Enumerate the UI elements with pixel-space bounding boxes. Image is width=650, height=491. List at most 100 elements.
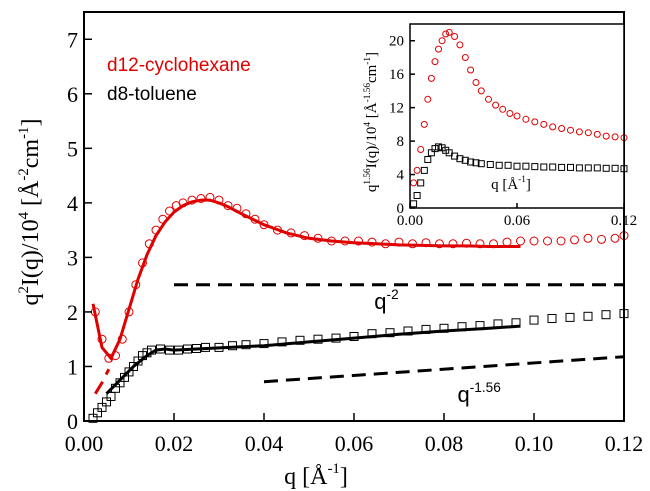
inset-y-axis-label: q1.56I(q)/104 [Å-1.56cm-1] (363, 52, 380, 192)
main-x-tick-label: 0.12 (605, 431, 644, 456)
main-y-tick-label: 6 (67, 82, 78, 107)
inset-point-square (504, 161, 512, 169)
inset-point-circle (461, 54, 469, 61)
main-series-6 (263, 355, 625, 384)
main-point-circle (610, 233, 620, 243)
inset-point-square (602, 164, 610, 172)
main-fit-line-2 (91, 198, 521, 362)
main-point-circle (529, 236, 539, 246)
main-point-square (241, 340, 251, 350)
main-dashed-line-4 (94, 368, 111, 395)
main-x-tick-label: 0.02 (155, 431, 194, 456)
inset-point-circle (442, 30, 450, 38)
inset-point-square (427, 149, 435, 157)
inset-point-circle (427, 74, 435, 82)
main-y-tick-label: 5 (67, 136, 78, 161)
main-point-square (565, 312, 575, 322)
inset-point-square (472, 159, 480, 167)
annotation-q-minus-1-56: q-1.56 (458, 380, 501, 407)
inset-point-square (486, 161, 494, 168)
inset-point-circle (567, 126, 574, 134)
inset-point-square (420, 166, 428, 174)
inset-y-tick-label: 16 (389, 67, 405, 83)
inset-point-square (575, 164, 583, 172)
main-point-circle (556, 236, 566, 246)
inset-point-square (417, 179, 425, 187)
main-point-circle (516, 236, 525, 246)
inset-point-circle (424, 95, 432, 103)
main-point-square (583, 311, 593, 321)
inset-point-square (593, 164, 601, 172)
inset-point-circle (438, 37, 446, 45)
legend-entry-toluene: d8-toluene (107, 84, 197, 105)
main-point-square (547, 314, 557, 323)
main-point-square (529, 315, 539, 325)
inset-point-circle (584, 129, 592, 137)
inset-point-circle (522, 115, 530, 123)
main-point-circle (570, 235, 579, 245)
inset-background (410, 24, 624, 208)
inset-y-tick-label: 0 (397, 201, 405, 217)
inset-point-square (567, 163, 574, 171)
inset-x-tick-label: 0.00 (397, 213, 423, 229)
inset-series-1 (410, 143, 628, 208)
inset-point-circle (456, 41, 464, 49)
main-point-square (277, 337, 287, 347)
inset-point-square (495, 161, 503, 169)
main-y-tick-label: 2 (67, 300, 78, 325)
main-point-circle (543, 236, 552, 246)
main-y-tick-label: 7 (67, 27, 78, 52)
inset-point-circle (540, 120, 548, 128)
inset-point-square (558, 163, 566, 171)
main-point-square (259, 339, 269, 349)
inset-y-tick-label: 20 (389, 34, 404, 50)
main-y-axis-label: q2I(q)/104 [Å-2cm-1] (16, 119, 44, 306)
inset-point-square (531, 163, 539, 171)
inset-point-square (540, 163, 548, 171)
main-point-square (295, 335, 305, 345)
inset-point-square (461, 156, 469, 164)
inset-point-circle (602, 132, 610, 140)
inset-point-circle (611, 133, 619, 141)
inset-y-tick-label: 4 (397, 168, 405, 184)
inset-point-circle (413, 166, 421, 174)
inset-point-circle (558, 125, 566, 132)
main-point-square (385, 328, 395, 338)
main-point-circle (354, 236, 363, 246)
inset-y-tick-label: 12 (389, 101, 404, 117)
main-point-circle (583, 233, 593, 243)
main-point-circle (597, 234, 606, 244)
inset-point-square (467, 158, 475, 166)
main-series-4 (94, 368, 111, 395)
inset-point-square (584, 164, 592, 172)
main-x-tick-label: 0.10 (515, 431, 554, 456)
inset-point-circle (445, 28, 453, 36)
inset-point-circle (451, 33, 459, 40)
inset-x-axis-label: q [Å-1] (491, 175, 531, 193)
inset-point-circle (549, 123, 557, 131)
main-point-circle (196, 194, 206, 203)
main-fit-line-3 (105, 324, 521, 395)
main-x-tick-label: 0.00 (65, 431, 104, 456)
inset-point-circle (485, 95, 492, 103)
inset-point-circle (506, 110, 514, 117)
inset-point-circle (435, 45, 442, 53)
main-series-3 (105, 324, 521, 395)
inset-point-square (549, 163, 557, 171)
main-y-tick-label: 1 (67, 354, 78, 379)
main-point-circle (475, 239, 485, 249)
main-point-circle (502, 237, 512, 247)
inset-point-circle (431, 58, 439, 66)
inset-point-circle (477, 87, 485, 95)
inset-point-circle (513, 112, 521, 120)
main-x-tick-label: 0.04 (245, 431, 284, 456)
inset-point-circle (531, 118, 539, 126)
inset-point-circle (417, 146, 425, 153)
inset-point-circle (472, 79, 480, 86)
inset-point-square (413, 192, 421, 199)
main-x-axis-label: q [Å-1] (284, 461, 348, 490)
main-x-tick-label: 0.06 (335, 431, 374, 456)
